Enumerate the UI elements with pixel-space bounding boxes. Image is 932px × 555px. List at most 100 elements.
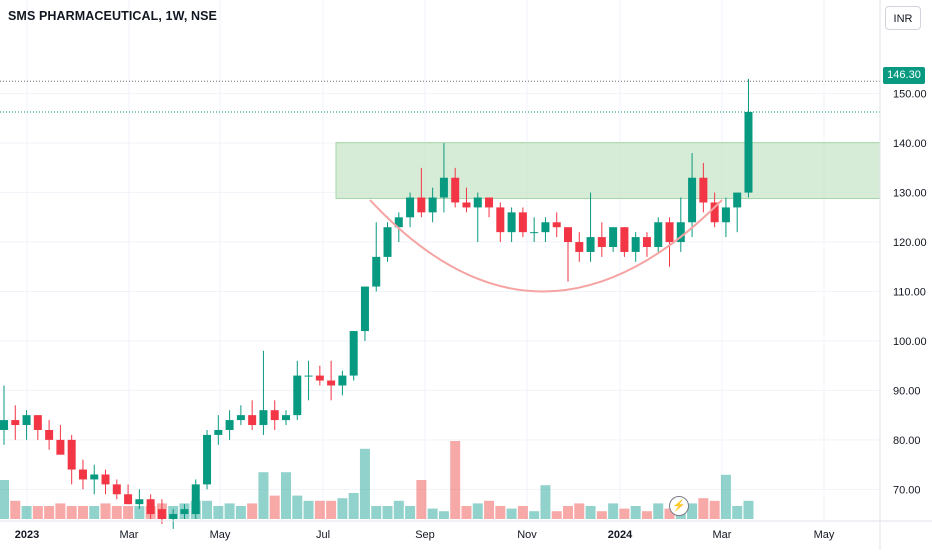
volume-bar bbox=[55, 503, 66, 519]
volume-bar bbox=[348, 493, 359, 519]
candle-body bbox=[327, 380, 336, 386]
volume-bar bbox=[0, 480, 9, 519]
y-tick-label: 120.00 bbox=[893, 237, 927, 249]
volume-bar bbox=[10, 500, 21, 519]
y-tick-label: 130.00 bbox=[893, 188, 927, 200]
candle-body bbox=[124, 494, 133, 505]
volume-bar bbox=[732, 506, 743, 519]
volume-bar bbox=[269, 495, 280, 519]
volume-bar bbox=[32, 506, 43, 519]
volume-bar bbox=[585, 506, 596, 519]
candle-body bbox=[146, 499, 155, 515]
volume-bar bbox=[66, 506, 77, 519]
volume-bar bbox=[202, 500, 213, 519]
volume-bar bbox=[393, 500, 404, 519]
volume-bar bbox=[405, 506, 416, 519]
candle-body bbox=[688, 177, 697, 223]
volume-bar bbox=[258, 472, 269, 519]
candle-body bbox=[428, 197, 437, 213]
x-tick-label: May bbox=[814, 529, 835, 541]
candle-body bbox=[270, 410, 279, 421]
candle-body bbox=[394, 217, 403, 228]
candle-body bbox=[315, 375, 324, 381]
lightning-icon[interactable]: ⚡ bbox=[669, 496, 689, 516]
candle-body bbox=[78, 469, 87, 480]
candle-body bbox=[586, 237, 595, 252]
volume-bar bbox=[123, 506, 134, 519]
candle-body bbox=[564, 227, 572, 243]
volume-bar bbox=[100, 503, 111, 519]
candle-body bbox=[518, 212, 527, 233]
volume-bar bbox=[484, 500, 495, 519]
candle-body bbox=[45, 429, 54, 440]
candle-body bbox=[417, 197, 426, 213]
candle-body bbox=[744, 111, 753, 193]
volume-bar bbox=[326, 500, 337, 519]
candle-body bbox=[304, 375, 313, 377]
volume-bar bbox=[337, 498, 348, 519]
candle-body bbox=[485, 197, 494, 208]
volume-bar bbox=[382, 506, 393, 519]
x-tick-label: Jul bbox=[316, 529, 330, 541]
volume-bar bbox=[720, 474, 731, 519]
candle-body bbox=[67, 439, 76, 470]
volume-bar bbox=[438, 511, 449, 519]
volume-bar bbox=[371, 506, 382, 519]
y-tick-label: 150.00 bbox=[893, 89, 927, 101]
x-tick-label: Sep bbox=[415, 529, 435, 541]
x-tick-label: Mar bbox=[713, 529, 732, 541]
x-tick-label: Mar bbox=[120, 529, 139, 541]
y-tick-label: 140.00 bbox=[893, 138, 927, 150]
candle-body bbox=[191, 484, 200, 515]
volume-bar bbox=[235, 506, 246, 519]
volume-bar bbox=[21, 506, 32, 519]
volume-bar bbox=[641, 511, 652, 519]
volume-bar bbox=[314, 500, 325, 519]
candle-body bbox=[259, 410, 268, 426]
candle-body bbox=[203, 434, 212, 485]
volume-bar bbox=[517, 506, 528, 519]
candle-body bbox=[349, 331, 358, 376]
volume-bar bbox=[472, 503, 483, 519]
candle-body bbox=[248, 415, 257, 426]
y-tick-label: 110.00 bbox=[893, 287, 926, 299]
volume-bar bbox=[247, 503, 258, 519]
candle-body bbox=[575, 242, 584, 252]
last-price-badge: 146.30 bbox=[883, 67, 925, 84]
candle-body bbox=[530, 232, 539, 234]
y-tick-label: 90.00 bbox=[893, 385, 921, 397]
volume-bar bbox=[281, 472, 291, 519]
volume-bar bbox=[89, 506, 100, 519]
volume-bar bbox=[224, 503, 235, 519]
currency-button[interactable]: INR bbox=[885, 6, 921, 30]
y-tick-label: 100.00 bbox=[893, 336, 927, 348]
candle-body bbox=[552, 222, 561, 228]
candle-body bbox=[293, 375, 302, 416]
candle-body bbox=[676, 222, 685, 243]
candle-body bbox=[112, 484, 121, 495]
candle-body bbox=[710, 202, 719, 223]
volume-bar bbox=[630, 506, 641, 519]
candle-body bbox=[496, 207, 505, 233]
candle-body bbox=[0, 420, 8, 430]
volume-bar bbox=[450, 441, 461, 519]
volume-bar bbox=[551, 511, 562, 519]
volume-bar bbox=[359, 448, 370, 519]
candle-body bbox=[631, 237, 640, 252]
candle-body bbox=[609, 227, 618, 247]
volume-bar bbox=[664, 508, 675, 519]
candle-body bbox=[214, 429, 223, 435]
x-tick-label: Nov bbox=[517, 529, 537, 541]
x-tick-label: 2024 bbox=[608, 529, 633, 541]
candle-body bbox=[541, 222, 550, 233]
candle-body bbox=[406, 197, 415, 218]
candle-body bbox=[22, 415, 31, 426]
candle-body bbox=[56, 439, 65, 455]
cup-arc bbox=[369, 199, 723, 293]
volume-bar bbox=[619, 508, 630, 519]
chart-title: SMS PHARMACEUTICAL, 1W, NSE bbox=[8, 9, 217, 23]
candle-body bbox=[11, 420, 20, 426]
candle-body bbox=[135, 499, 144, 505]
